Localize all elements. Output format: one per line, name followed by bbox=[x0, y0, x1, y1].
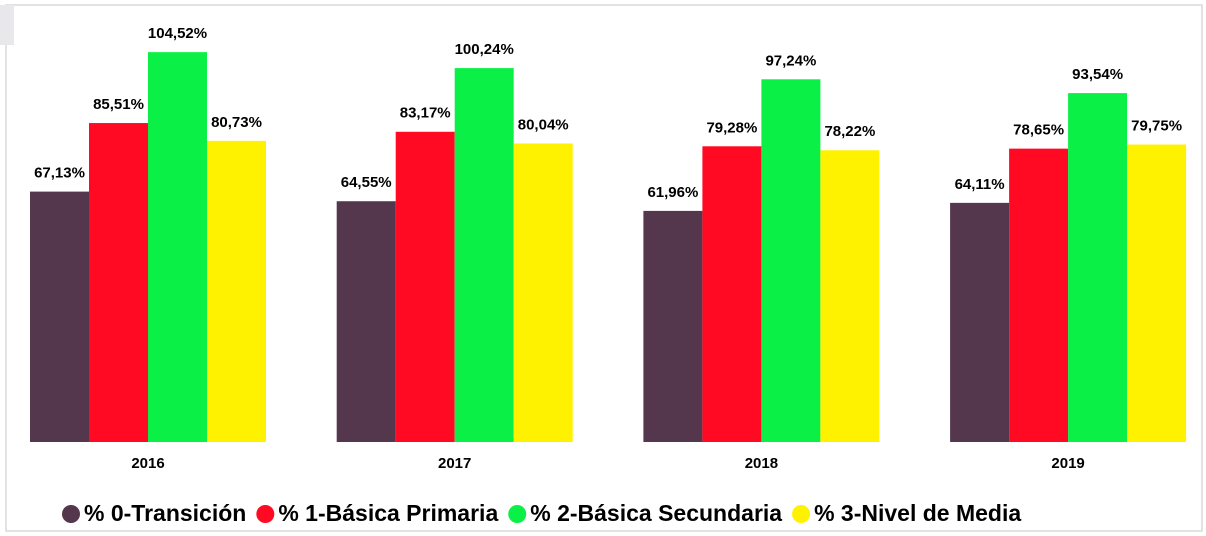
data-label: 79,75% bbox=[1131, 118, 1182, 135]
bar bbox=[950, 202, 1010, 442]
data-label: 64,11% bbox=[955, 176, 1005, 193]
bar bbox=[148, 52, 207, 442]
bar bbox=[336, 201, 396, 442]
data-label: 83,17% bbox=[400, 105, 451, 122]
bar bbox=[702, 146, 762, 443]
bar bbox=[395, 131, 455, 443]
legend-marker bbox=[256, 505, 275, 523]
data-label: 100,24% bbox=[455, 41, 514, 58]
frame bbox=[5, 4, 1203, 532]
bar bbox=[207, 140, 266, 442]
bar bbox=[643, 210, 703, 442]
bar bbox=[1068, 93, 1128, 443]
data-label: 78,22% bbox=[824, 123, 875, 140]
x-tick-label: 2019 bbox=[1051, 455, 1084, 472]
legend-label: % 0-Transición bbox=[84, 500, 246, 526]
corner-band bbox=[0, 5, 14, 45]
data-label: 93,54% bbox=[1072, 66, 1123, 83]
data-label: 64,55% bbox=[341, 174, 392, 191]
x-tick-label: 2016 bbox=[131, 455, 164, 472]
data-label: 61,96% bbox=[647, 184, 698, 201]
legend-marker bbox=[508, 505, 527, 523]
x-tick-label: 2018 bbox=[745, 455, 778, 472]
bar bbox=[1127, 144, 1187, 442]
x-tick-label: 2017 bbox=[438, 455, 471, 472]
legend-label: % 2-Básica Secundaria bbox=[530, 500, 782, 526]
bar bbox=[820, 150, 880, 443]
bar bbox=[89, 123, 148, 442]
bar bbox=[761, 79, 821, 442]
legend-marker bbox=[792, 505, 811, 523]
data-label: 80,04% bbox=[518, 116, 569, 133]
bar bbox=[454, 68, 514, 442]
data-label: 67,13% bbox=[34, 165, 85, 182]
legend-marker bbox=[62, 505, 80, 523]
data-label: 80,73% bbox=[211, 114, 262, 131]
bar bbox=[30, 191, 89, 442]
data-label: 85,51% bbox=[93, 96, 144, 113]
bar bbox=[1009, 148, 1069, 442]
data-label: 104,52% bbox=[148, 25, 207, 42]
data-label: 97,24% bbox=[765, 52, 816, 69]
data-label: 79,28% bbox=[706, 119, 757, 136]
bar bbox=[513, 143, 573, 442]
data-label: 78,65% bbox=[1013, 122, 1064, 139]
legend-label: % 1-Básica Primaria bbox=[278, 500, 498, 526]
legend-label: % 3-Nivel de Media bbox=[814, 500, 1021, 526]
